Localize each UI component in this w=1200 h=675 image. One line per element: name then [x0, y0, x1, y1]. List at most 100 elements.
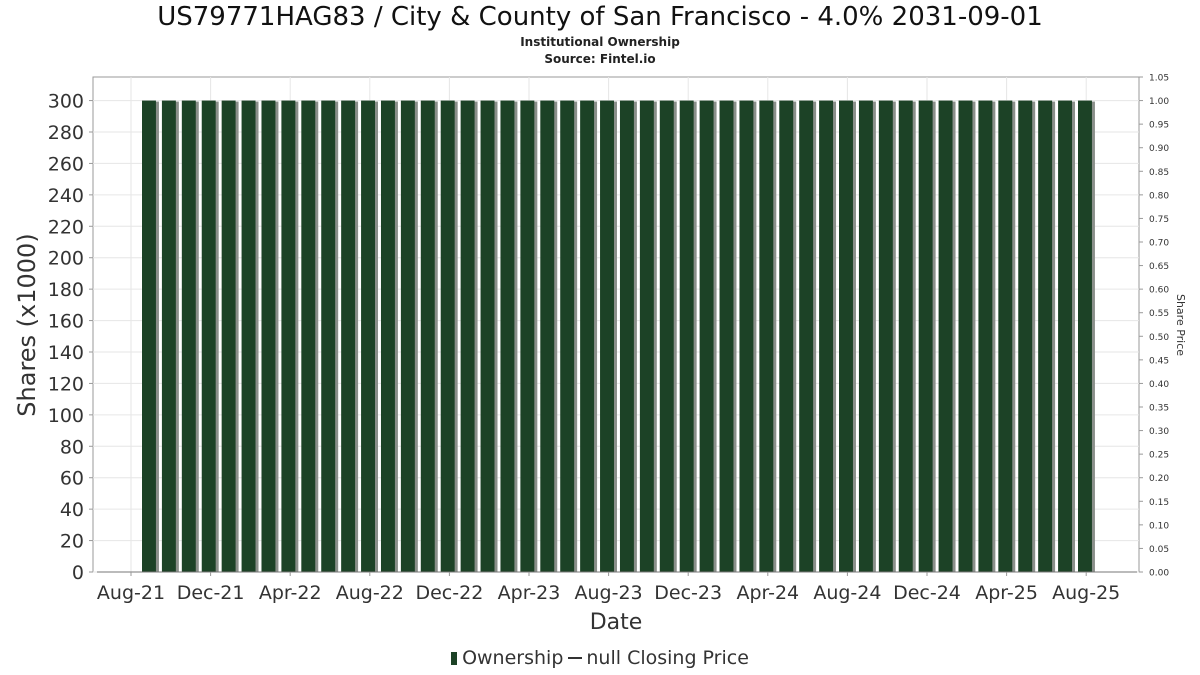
y2-tick-label: 0.90 [1149, 144, 1169, 154]
bar [480, 100, 495, 573]
legend-ownership-swatch [451, 652, 458, 665]
y2-tick-label: 0.30 [1149, 427, 1169, 437]
bar [142, 100, 156, 573]
bar [520, 100, 535, 573]
x-tick-label: Aug-23 [575, 582, 643, 604]
y2-tick-label: 0.80 [1149, 191, 1169, 201]
y2-tick-label: 0.15 [1149, 498, 1169, 508]
bar [161, 100, 176, 573]
x-tick-label: Aug-21 [97, 582, 165, 604]
chart-source: Source: Fintel.io [544, 52, 656, 66]
x-tick-label: Dec-21 [177, 582, 245, 604]
y2-tick-label: 1.05 [1149, 74, 1169, 84]
y2-tick-label: 0.50 [1149, 333, 1169, 343]
y-tick-label: 60 [60, 468, 84, 490]
y-tick-label: 120 [48, 373, 84, 395]
y2-tick-label: 0.45 [1149, 356, 1169, 366]
bar [460, 100, 475, 573]
bar [361, 100, 376, 573]
y-tick-label: 160 [48, 311, 84, 333]
y-tick-label: 20 [60, 531, 84, 553]
x-tick-label: Aug-22 [336, 582, 404, 604]
y-tick-label: 260 [48, 153, 84, 175]
y2-tick-label: 0.95 [1149, 121, 1169, 131]
bar [281, 100, 296, 573]
x-tick-label: Dec-22 [415, 582, 483, 604]
bar [1018, 100, 1033, 573]
bar [819, 100, 834, 573]
y2-tick-label: 0.20 [1149, 474, 1169, 484]
bar [400, 100, 415, 573]
bar [1078, 100, 1092, 573]
bar [241, 100, 256, 573]
bar [321, 100, 336, 573]
bar [221, 100, 236, 573]
bar [739, 100, 754, 573]
bar [918, 100, 933, 573]
bar [580, 100, 595, 573]
y-tick-label: 280 [48, 122, 84, 144]
bar [600, 100, 614, 573]
bar [201, 100, 216, 573]
bar [639, 100, 654, 573]
bar [301, 100, 316, 573]
y-tick-label: 200 [48, 248, 84, 270]
y2-tick-label: 0.85 [1149, 168, 1169, 178]
y-tick-label: 40 [60, 499, 84, 521]
bar [978, 100, 993, 573]
y-tick-label: 0 [72, 562, 84, 584]
y-tick-label: 240 [48, 185, 84, 207]
y-axis-label: Shares (x1000) [13, 233, 41, 416]
bar [420, 100, 435, 573]
x-tick-label: Apr-25 [975, 582, 1038, 604]
y2-tick-label: 0.25 [1149, 451, 1169, 461]
chart-subtitle: Institutional Ownership [520, 35, 680, 49]
y-tick-label: 140 [48, 342, 84, 364]
x-tick-label: Apr-24 [736, 582, 799, 604]
bar [380, 100, 395, 573]
y2-tick-label: 0.00 [1149, 569, 1169, 579]
y2-tick-label: 0.10 [1149, 521, 1169, 531]
x-tick-label: Aug-24 [813, 582, 881, 604]
bar [938, 100, 953, 573]
y2-tick-label: 0.75 [1149, 215, 1169, 225]
y2-tick-label: 0.05 [1149, 545, 1169, 555]
bar [261, 100, 276, 573]
chart-title: US79771HAG83 / City & County of San Fran… [157, 2, 1043, 32]
y-tick-label: 100 [48, 405, 84, 427]
y-tick-label: 300 [48, 91, 84, 113]
bar [181, 100, 196, 573]
bar [779, 100, 794, 573]
y2-tick-label: 0.70 [1149, 239, 1169, 249]
legend-ownership-label: Ownership [462, 647, 564, 669]
y2-tick-label: 1.00 [1149, 97, 1169, 107]
y2-tick-label: 0.40 [1149, 380, 1169, 390]
bar [878, 100, 893, 573]
x-tick-label: Dec-23 [654, 582, 722, 604]
y2-tick-label: 0.60 [1149, 286, 1169, 296]
legend-price-label: null Closing Price [586, 647, 749, 669]
y2-tick-label: 0.55 [1149, 309, 1169, 319]
bar [799, 100, 814, 573]
y2-tick-label: 0.35 [1149, 404, 1169, 414]
x-tick-label: Apr-23 [498, 582, 561, 604]
bar [719, 100, 734, 573]
x-tick-label: Dec-24 [893, 582, 961, 604]
legend: Ownership null Closing Price [0, 647, 1200, 669]
bar [699, 100, 714, 573]
bar [958, 100, 973, 573]
bar [659, 100, 674, 573]
bar [341, 100, 356, 573]
x-axis-label: Date [590, 610, 643, 635]
x-tick-label: Apr-22 [259, 582, 322, 604]
bar [679, 100, 694, 573]
bar [1038, 100, 1053, 573]
bar [839, 100, 853, 573]
bar [619, 100, 634, 573]
y2-tick-label: 0.65 [1149, 262, 1169, 272]
bar [998, 100, 1013, 573]
x-tick-label: Aug-25 [1052, 582, 1120, 604]
bar [560, 100, 575, 573]
bar [540, 100, 555, 573]
